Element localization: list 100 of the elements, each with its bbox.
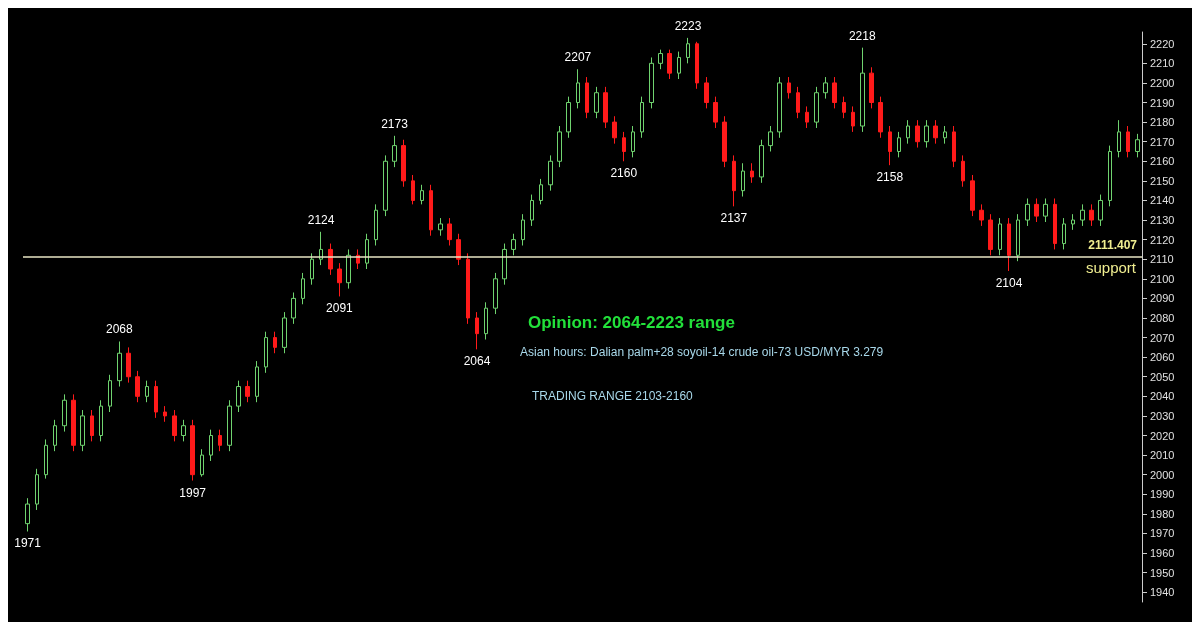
- candlestick: [1007, 217, 1011, 272]
- annotation: 2064: [463, 354, 491, 369]
- y-tick-label: 2150: [1150, 174, 1175, 187]
- candlestick: [365, 233, 369, 270]
- y-tick-label: 2080: [1150, 311, 1175, 324]
- candlestick: [447, 217, 452, 247]
- y-tick-label: 1980: [1150, 507, 1175, 520]
- y-tick-label: 2010: [1150, 449, 1175, 462]
- candlestick: [218, 429, 222, 452]
- y-tick-label: 2070: [1150, 331, 1175, 344]
- candlestick: [1053, 197, 1057, 250]
- annotation: 1997: [179, 485, 207, 500]
- candlestick: [484, 301, 488, 341]
- annotation: 2160: [610, 166, 638, 181]
- candlestick: [933, 119, 938, 145]
- candlestick: [227, 399, 232, 452]
- candlestick: [310, 252, 314, 286]
- candlestick: [722, 115, 727, 168]
- candlestick: [622, 131, 626, 162]
- y-tick-label: 2120: [1150, 233, 1175, 246]
- annotation: TRADING RANGE 2103-2160: [532, 389, 694, 403]
- candlestick: [906, 119, 910, 145]
- candlestick: [273, 331, 277, 354]
- candlestick: [814, 86, 819, 129]
- candlestick: [979, 203, 984, 227]
- candlestick: [943, 125, 947, 145]
- candlestick: [1043, 197, 1048, 223]
- candlestick: [374, 203, 378, 247]
- candlestick: [62, 393, 67, 433]
- candlestick: [502, 243, 507, 286]
- candlestick: [71, 393, 76, 452]
- y-tick-label: 1950: [1150, 566, 1175, 579]
- y-tick-label: 2100: [1150, 272, 1175, 285]
- candlestick: [695, 41, 699, 90]
- candlestick: [667, 49, 672, 80]
- candlestick: [392, 135, 397, 168]
- y-tick-label: 1970: [1150, 527, 1175, 540]
- candlestick: [429, 184, 433, 237]
- candlestick: [878, 96, 883, 139]
- candlestick: [135, 370, 140, 403]
- candlestick: [677, 51, 681, 80]
- candlestick: [108, 374, 112, 413]
- annotation: 2207: [564, 50, 592, 65]
- candlestick: [181, 419, 186, 442]
- candlestick: [557, 125, 562, 168]
- candlestick: [924, 119, 929, 149]
- y-tick-label: 2140: [1150, 194, 1175, 207]
- candlestick: [245, 380, 250, 403]
- annotation: support: [1085, 259, 1137, 276]
- candlestick: [750, 162, 754, 184]
- candlestick: [35, 468, 39, 511]
- candlestick: [145, 380, 149, 403]
- candlestick: [328, 243, 333, 276]
- candlestick: [566, 96, 571, 139]
- candlestick: [548, 154, 553, 192]
- candlestick: [1135, 133, 1140, 158]
- candlestick: [117, 340, 122, 388]
- candlestick: [301, 272, 305, 305]
- y-tick-label: 1960: [1150, 547, 1175, 560]
- candlestick: [282, 311, 287, 354]
- y-tick-label: 2060: [1150, 351, 1175, 364]
- y-tick-label: 2040: [1150, 390, 1175, 403]
- candlestick: [346, 248, 351, 290]
- candlestick: [658, 49, 663, 70]
- candlestick: [438, 217, 443, 237]
- candlestick: [768, 125, 773, 152]
- annotation: 2104: [995, 275, 1023, 290]
- candlestick: [154, 380, 158, 419]
- candlestick: [842, 96, 846, 119]
- annotation: Opinion: 2064-2223 range: [528, 313, 735, 332]
- candlestick: [732, 154, 736, 207]
- candlestick: [796, 86, 800, 119]
- y-tick-label: 2130: [1150, 214, 1175, 227]
- candlestick: [126, 346, 131, 384]
- candlestick: [888, 125, 892, 166]
- candlestick: [200, 448, 204, 478]
- annotation: 2218: [848, 28, 876, 43]
- candlestick: [383, 154, 388, 217]
- y-tick-label: 1990: [1150, 488, 1175, 501]
- candlestick: [603, 86, 608, 129]
- y-tick-label: 2000: [1150, 468, 1175, 481]
- annotation: 2137: [720, 211, 748, 226]
- y-tick-label: 2190: [1150, 96, 1175, 109]
- candlestick: [649, 56, 654, 109]
- y-tick-label: 2200: [1150, 76, 1175, 89]
- candlestick: [99, 399, 103, 442]
- annotation: 2158: [876, 170, 904, 185]
- annotation: 2124: [307, 212, 335, 227]
- candlestick: [456, 233, 461, 266]
- candlestick: [851, 105, 855, 133]
- candlestick: [264, 331, 268, 374]
- candlestick: [704, 76, 709, 109]
- candlestick: [401, 139, 406, 188]
- candlestick: [25, 497, 30, 532]
- candlestick: [530, 194, 534, 227]
- candlestick: [209, 429, 213, 462]
- y-tick-label: 2090: [1150, 292, 1175, 305]
- y-tick-label: 2210: [1150, 57, 1175, 70]
- candlestick: [1080, 203, 1085, 227]
- candlestick: [777, 76, 782, 139]
